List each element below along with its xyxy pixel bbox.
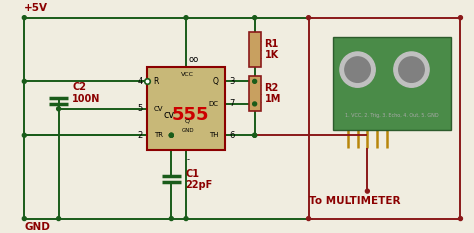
Circle shape	[394, 52, 429, 87]
Circle shape	[22, 16, 26, 20]
Circle shape	[22, 79, 26, 83]
Text: 7: 7	[229, 99, 235, 108]
Text: To MULTIMETER: To MULTIMETER	[309, 196, 400, 206]
Circle shape	[253, 102, 256, 106]
Text: Q: Q	[185, 118, 190, 123]
Circle shape	[184, 217, 188, 221]
Circle shape	[405, 63, 419, 76]
Circle shape	[56, 107, 61, 111]
Text: C1
22pF: C1 22pF	[185, 169, 212, 190]
Text: 555: 555	[171, 106, 209, 124]
Circle shape	[307, 16, 310, 20]
Text: DC: DC	[209, 101, 219, 107]
Text: 5: 5	[137, 104, 143, 113]
Text: TH: TH	[209, 132, 219, 138]
Text: 2: 2	[137, 131, 143, 140]
Text: oo: oo	[189, 55, 199, 64]
Circle shape	[340, 52, 375, 87]
Text: +5V: +5V	[24, 3, 48, 13]
Bar	[249, 76, 261, 111]
Circle shape	[184, 16, 188, 20]
Text: R: R	[154, 77, 159, 86]
Circle shape	[169, 133, 173, 137]
Text: C2
100N: C2 100N	[73, 82, 100, 104]
Circle shape	[56, 217, 61, 221]
Circle shape	[355, 67, 361, 72]
Bar	[249, 32, 261, 67]
Text: R2
1M: R2 1M	[264, 83, 281, 104]
Circle shape	[458, 217, 463, 221]
Bar	[147, 67, 225, 150]
Circle shape	[22, 133, 26, 137]
Circle shape	[365, 189, 369, 193]
Circle shape	[458, 16, 463, 20]
Circle shape	[351, 63, 365, 76]
Circle shape	[345, 57, 370, 82]
Circle shape	[253, 16, 256, 20]
Circle shape	[169, 133, 173, 137]
Text: CV: CV	[154, 106, 163, 112]
Text: 6: 6	[229, 131, 235, 140]
Text: -: -	[186, 155, 189, 164]
Circle shape	[253, 79, 256, 83]
Circle shape	[22, 217, 26, 221]
Circle shape	[253, 133, 256, 137]
Text: cv: cv	[163, 110, 174, 120]
Circle shape	[409, 67, 414, 72]
Text: 3: 3	[229, 77, 235, 86]
Text: GND: GND	[181, 128, 194, 133]
Circle shape	[399, 57, 424, 82]
Text: 1. VCC, 2. Trig, 3. Echo, 4. Out, 5. GND: 1. VCC, 2. Trig, 3. Echo, 4. Out, 5. GND	[345, 113, 438, 118]
Text: 4: 4	[137, 77, 143, 86]
Text: R1
1K: R1 1K	[264, 39, 279, 60]
Circle shape	[307, 217, 310, 221]
Text: TR: TR	[154, 132, 163, 138]
Text: VCC: VCC	[181, 72, 194, 77]
Text: Q: Q	[212, 77, 219, 86]
Circle shape	[169, 217, 173, 221]
Text: GND: GND	[24, 222, 50, 232]
Circle shape	[169, 133, 173, 137]
Bar	[333, 37, 451, 130]
Circle shape	[253, 133, 256, 137]
